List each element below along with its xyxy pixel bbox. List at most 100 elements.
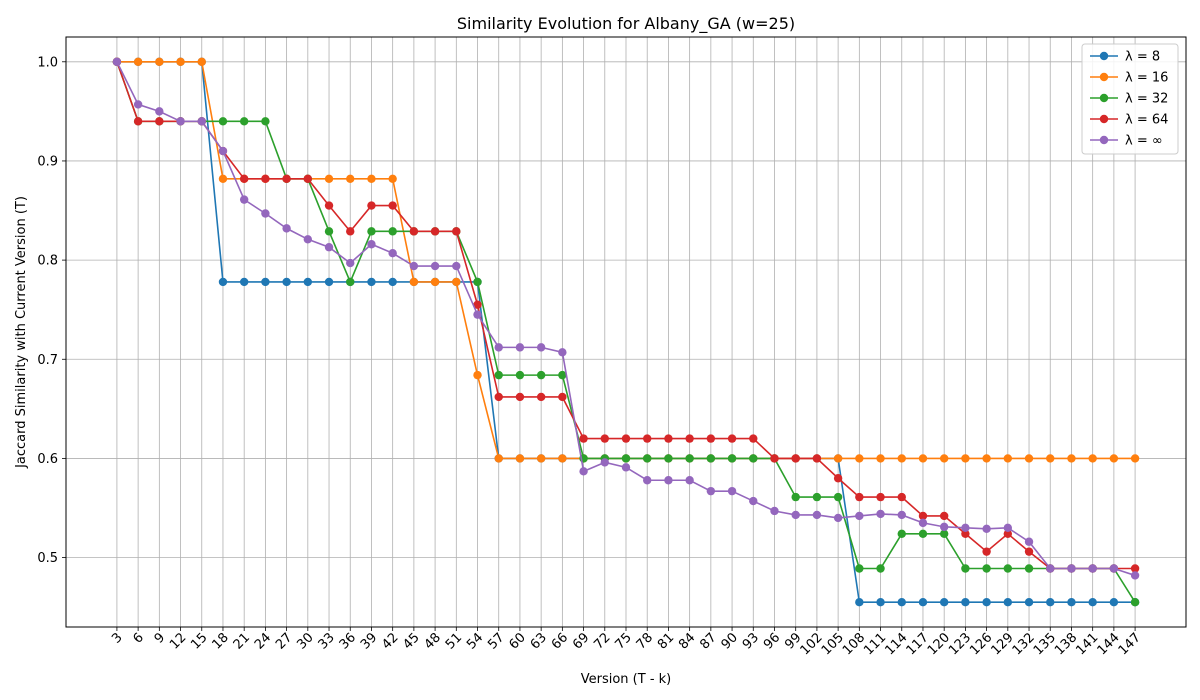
x-tick-label: 45 [400,630,422,652]
data-point [621,434,631,443]
data-point [833,454,843,463]
data-point [282,174,291,183]
data-point [558,348,567,357]
data-point [261,117,270,126]
data-point [346,227,355,236]
legend-marker [1099,114,1109,124]
data-point [515,392,525,402]
y-tick-label: 1.0 [37,55,58,70]
data-point [982,547,991,556]
data-point [1024,537,1034,546]
data-point [812,510,822,520]
legend-item: λ = 8 [1090,50,1160,65]
data-point [218,146,228,156]
data-point [388,277,397,287]
data-point [155,57,164,66]
data-point [494,454,503,463]
data-point [452,261,461,271]
data-point [749,434,758,443]
data-point [367,227,376,236]
x-tick-label: 9 [152,630,168,646]
data-point [749,454,758,463]
data-point [876,564,885,573]
data-point [536,370,546,380]
x-tick-label: 21 [231,630,253,652]
data-point [473,370,482,380]
data-point [1024,547,1034,556]
data-point [918,529,928,538]
data-point [685,476,694,485]
data-point [961,564,970,573]
x-tick-label: 33 [316,630,338,652]
data-point [939,511,949,521]
data-point [961,529,970,538]
data-point [1067,598,1076,607]
data-point [367,240,376,249]
y-tick-label: 0.5 [37,551,58,566]
data-point [367,201,376,210]
x-tick-label: 42 [379,630,401,652]
data-point [833,474,843,483]
data-point [452,227,461,236]
data-point [1130,598,1140,607]
data-point [473,300,482,309]
x-tick-label: 15 [188,630,210,652]
data-point [855,564,864,573]
x-tick-label: 51 [443,630,465,652]
data-point [664,476,673,485]
data-point [155,117,164,126]
data-point [324,201,334,210]
data-point [388,227,397,236]
data-point [918,598,928,607]
data-point [812,454,822,463]
legend-marker [1099,135,1109,145]
x-tick-label: 75 [613,630,635,652]
data-point [388,248,397,258]
data-point [961,454,970,463]
data-point [1024,454,1034,463]
data-point [1046,564,1055,573]
x-tick-label: 87 [697,630,719,652]
data-point [261,174,270,183]
data-point [239,195,249,204]
data-point [749,496,758,506]
data-point [324,227,334,236]
data-point [664,454,673,463]
legend-label: λ = 8 [1125,50,1160,65]
data-point [218,277,228,287]
data-point [727,434,737,443]
data-point [855,454,864,463]
data-point [706,454,716,463]
data-point [324,277,334,287]
data-point [876,454,885,463]
data-point [770,454,779,463]
data-point [600,458,609,467]
data-point [897,510,906,520]
data-point [409,227,419,236]
data-point [1130,571,1140,580]
data-point [1067,564,1076,573]
data-point [706,434,716,443]
data-point [1130,564,1140,573]
data-point [536,343,546,352]
data-point [939,529,949,538]
data-point [346,174,355,183]
x-tick-label: 24 [252,630,274,652]
data-point [918,454,928,463]
data-point [961,598,970,607]
data-point [218,117,228,126]
data-point [791,492,800,502]
legend-item: λ = ∞ [1090,134,1163,149]
data-point [346,258,355,268]
x-tick-label: 3 [109,630,125,646]
data-point [367,174,376,183]
data-point [1067,454,1076,463]
y-tick-label: 0.6 [37,452,58,467]
data-point [1046,454,1055,463]
data-point [176,117,185,126]
data-point [367,277,376,287]
data-point [515,454,525,463]
data-point [282,277,291,287]
x-tick-label: 36 [337,630,359,652]
